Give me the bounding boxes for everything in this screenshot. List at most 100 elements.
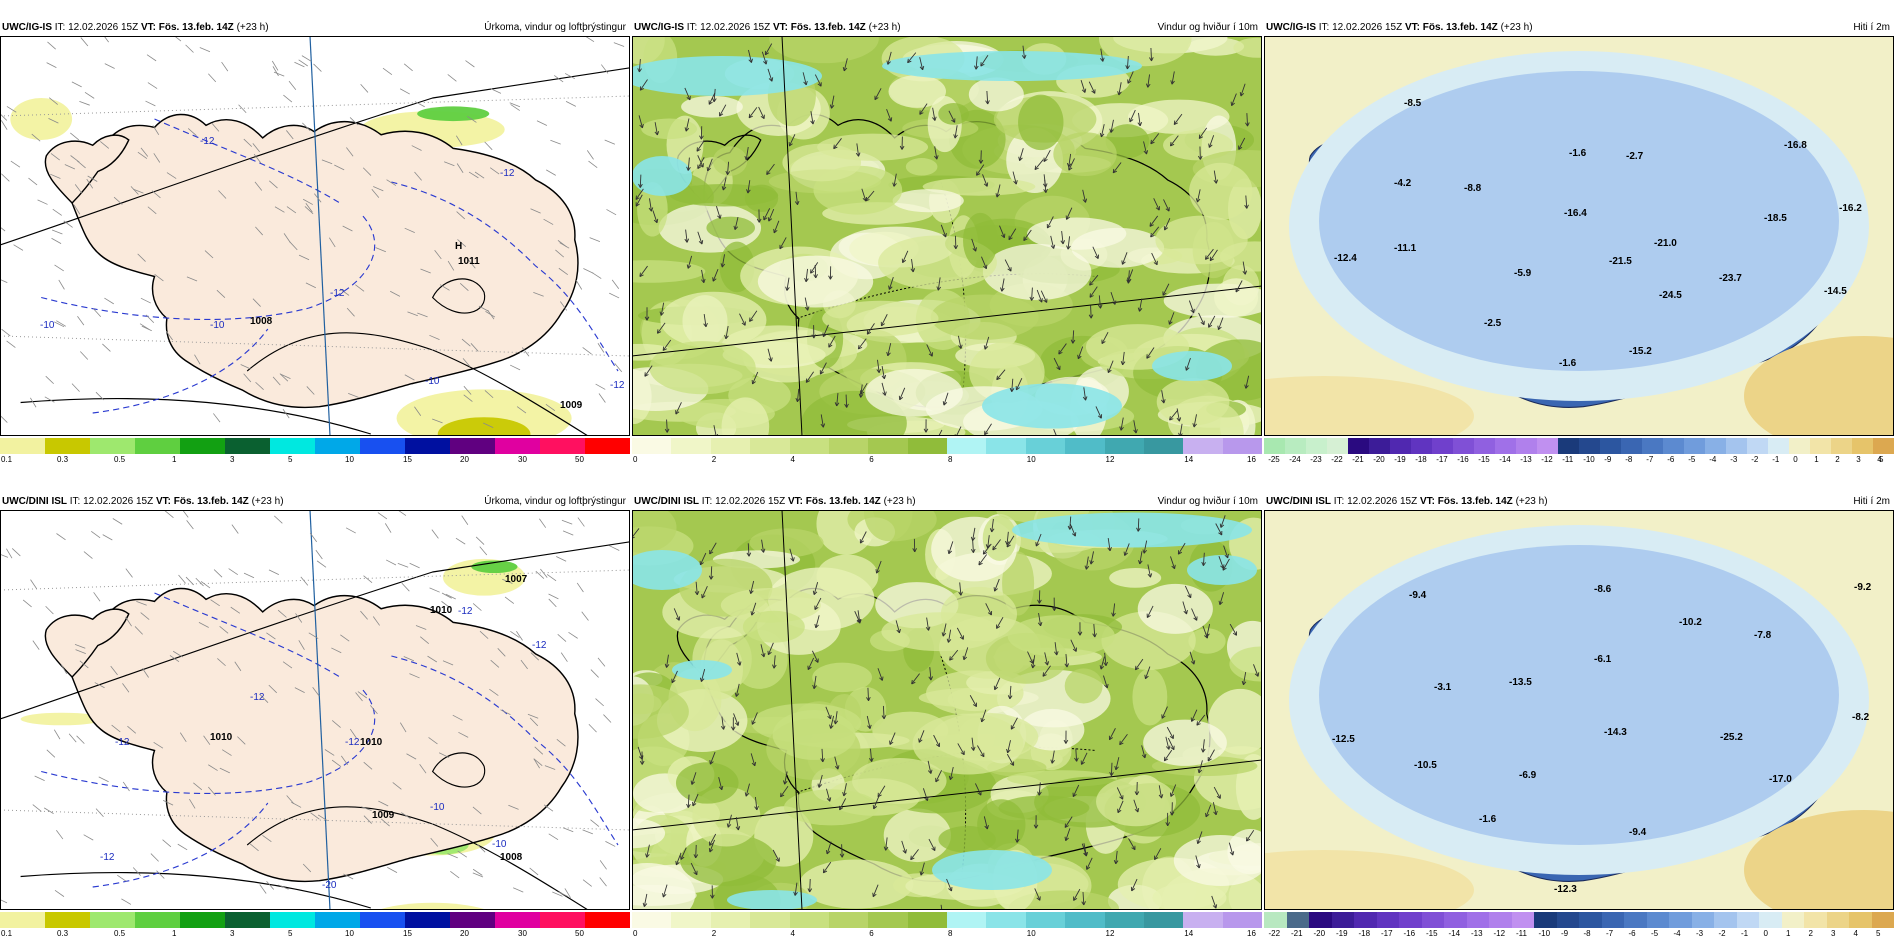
- wind-arrow: [659, 302, 665, 316]
- wind-barb: [274, 515, 283, 524]
- wind-arrow: [693, 844, 699, 859]
- colorbar-tick-label: 0: [1763, 929, 1768, 938]
- wind-arrow: [1066, 153, 1072, 168]
- colorbar-segment: [1222, 912, 1262, 928]
- wind-barb: [331, 759, 342, 767]
- wind-arrow: [671, 670, 678, 684]
- wind-barb: [521, 347, 530, 357]
- it-label: IT:: [701, 496, 713, 507]
- wind-barb: [447, 74, 457, 82]
- colorbar-temperature: [1264, 912, 1894, 928]
- wind-barb: [348, 393, 359, 398]
- wind-barb: [32, 640, 40, 650]
- colorbar-segment: [1444, 912, 1467, 928]
- wind-arrow: [957, 335, 963, 349]
- wind-arrow: [1134, 658, 1144, 671]
- wind-arrow: [947, 541, 954, 555]
- wind-arrow: [881, 382, 887, 396]
- wind-barb: [140, 297, 151, 304]
- wind-arrow: [1161, 706, 1168, 719]
- wind-barb: [117, 874, 127, 882]
- wind-barb: [459, 283, 469, 292]
- wind-barb: [371, 188, 380, 198]
- wind-arrow: [1050, 235, 1056, 249]
- wind-arrow: [941, 623, 947, 637]
- wind-barb: [384, 523, 392, 533]
- temperature-value-label: -25.2: [1720, 732, 1743, 743]
- precip-map[interactable]: 1007 1010 1010 1010 -12 -12 -12 -12 -12 -10 -10 -12…: [0, 510, 630, 910]
- wind-speed-area: [922, 177, 1036, 196]
- wind-barb: [50, 173, 61, 179]
- wind-barb: [286, 130, 294, 140]
- wind-barb: [411, 145, 422, 151]
- colorbar-tick-label: 50: [575, 929, 584, 938]
- temperature-value-label: -12.5: [1332, 734, 1355, 745]
- temperature-map[interactable]: -8.5 -1.6 -2.7 -16.8 -4.2 -8.8 -16.4 -21.0 -18.5…: [1264, 36, 1894, 436]
- wind-arrow: [794, 191, 800, 206]
- wind-map[interactable]: [632, 36, 1262, 436]
- temperature-value-label: -8.6: [1594, 584, 1612, 595]
- wind-speed-area: [1018, 94, 1064, 151]
- wind-barb: [130, 186, 139, 195]
- wind-barb: [334, 164, 345, 171]
- wind-arrow: [1241, 671, 1247, 686]
- wind-barb: [427, 655, 438, 663]
- wind-barb: [373, 186, 384, 192]
- colorbar-segment: [1601, 912, 1624, 928]
- wind-arrow: [839, 844, 845, 858]
- wind-map[interactable]: [632, 510, 1262, 910]
- panel-row2-precip: UWC/DINI ISL IT: 12.02.2026 15Z VT: Fös.…: [0, 494, 630, 949]
- lead-time: (+23 h): [236, 22, 269, 33]
- projection-line: [632, 759, 1262, 831]
- wind-barb: [74, 643, 86, 649]
- pressure-label: 1009: [560, 400, 583, 411]
- temperature-map[interactable]: -9.4 -8.6 -9.2 -10.2 -7.8 -3.1 -13.5 -6.1 -14.3 -…: [1264, 510, 1894, 910]
- wind-arrow: [1116, 787, 1124, 800]
- wind-arrow: [932, 107, 937, 121]
- wind-arrow: [910, 849, 919, 861]
- wind-speed-area: [712, 146, 748, 176]
- wind-barb: [273, 71, 285, 77]
- projection-line: [781, 510, 803, 910]
- wind-arrow: [834, 393, 840, 407]
- colorbar-segment: [1309, 912, 1332, 928]
- colorbar-segment: [1104, 912, 1144, 928]
- colorbar-tick-label: 1: [1814, 455, 1819, 464]
- wind-barb: [474, 171, 485, 179]
- temperature-zone: [1319, 545, 1839, 845]
- wind-arrow: [1112, 162, 1122, 174]
- wind-arrow: [772, 655, 777, 669]
- colorbar-tick-label: -4: [1709, 455, 1717, 464]
- colorbar-segment: [405, 912, 450, 928]
- wind-arrow: [684, 118, 690, 132]
- wind-barb: [110, 665, 118, 676]
- strong-wind-area: [1152, 351, 1232, 381]
- vt-label: VT:: [787, 496, 803, 507]
- wind-barb: [74, 184, 83, 194]
- wind-barb: [304, 206, 314, 215]
- wind-barb: [208, 764, 218, 771]
- wind-speed-area: [1027, 217, 1127, 250]
- wind-barb: [310, 812, 320, 820]
- wind-barb: [577, 517, 585, 527]
- wind-barb: [13, 244, 24, 251]
- projection-line: [781, 36, 803, 436]
- wind-arrow: [1198, 127, 1208, 139]
- isotherm-label: -12: [458, 606, 473, 617]
- wind-arrow: [782, 771, 788, 785]
- wind-arrow: [985, 603, 993, 616]
- wind-arrow: [857, 338, 867, 350]
- wind-arrow: [1204, 248, 1214, 260]
- wind-arrow: [1192, 414, 1197, 428]
- wind-barb: [562, 530, 574, 536]
- colorbar-segment: [1369, 438, 1390, 454]
- wind-arrow: [744, 783, 750, 797]
- colorbar-tick-label: -21: [1291, 929, 1303, 938]
- colorbar-tick-label: -18: [1358, 929, 1371, 938]
- wind-barb: [77, 315, 85, 326]
- colorbar-tick-label: 30: [518, 929, 527, 938]
- precip-map[interactable]: 1011 -12 -12 -12 -10 -10 -10 -12 1008 1009 H: [0, 36, 630, 436]
- wind-barb: [145, 100, 156, 107]
- model-name: UWC/IG-IS: [2, 22, 52, 33]
- wind-barb: [360, 83, 369, 93]
